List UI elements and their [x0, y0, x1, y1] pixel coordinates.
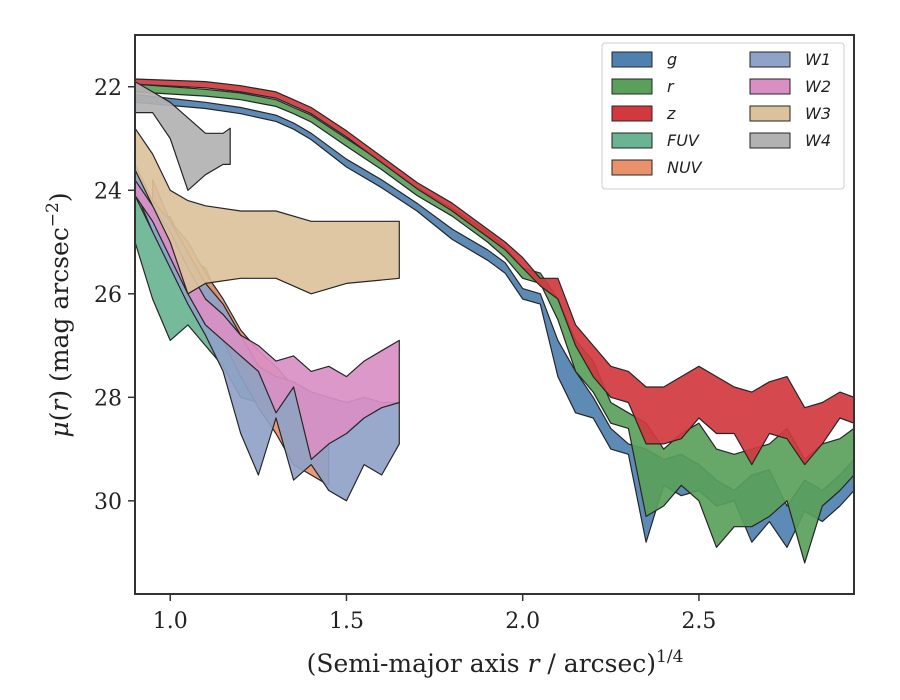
legend-swatch-nuv	[611, 159, 653, 176]
band-z	[135, 78, 854, 466]
x-tick-label: 2.5	[681, 609, 716, 634]
x-tick-label: 1.0	[153, 609, 188, 634]
legend-label-w3: W3	[805, 104, 831, 123]
legend-swatch-r	[611, 78, 653, 95]
legend-swatch-fuv	[611, 132, 653, 149]
band-w4	[135, 81, 231, 191]
legend-swatch-w1	[749, 51, 791, 68]
y-tick-label: 26	[94, 283, 122, 308]
band-w3	[135, 127, 400, 295]
x-tick-label: 2.0	[505, 609, 540, 634]
legend-swatch-g	[611, 51, 653, 68]
legend-swatch-w3	[749, 105, 791, 122]
legend-label-z: z	[666, 104, 676, 123]
legend-swatch-z	[611, 105, 653, 122]
y-axis-title: μ(r) (mag arcsec−2)	[43, 192, 74, 437]
legend-label-g: g	[667, 50, 677, 69]
plot-frame	[134, 34, 855, 595]
legend-label-nuv: NUV	[667, 158, 703, 177]
y-tick-label: 24	[94, 179, 122, 204]
legend-label-w1: W1	[805, 50, 831, 69]
y-tick-label: 28	[94, 386, 122, 411]
band-layer	[135, 78, 854, 564]
legend-swatch-w4	[749, 132, 791, 149]
legend-label-r: r	[667, 77, 675, 96]
x-axis-title: (Semi-major axis r / arcsec)1/4	[307, 647, 684, 678]
y-tick-label: 30	[94, 490, 122, 515]
legend-swatch-w2	[749, 78, 791, 95]
legend: grz FUV NUV W1 W2 W3 W4	[601, 42, 845, 190]
band-w2	[135, 179, 400, 460]
x-tick-label: 1.5	[329, 609, 364, 634]
legend-label-fuv: FUV	[667, 131, 700, 150]
legend-label-w4: W4	[805, 131, 831, 150]
y-tick-label: 22	[94, 76, 122, 101]
legend-label-w2: W2	[805, 77, 831, 96]
tick-layer: 1.0 1.5 2.0 2.5 22 24 26 28 30	[94, 76, 716, 634]
